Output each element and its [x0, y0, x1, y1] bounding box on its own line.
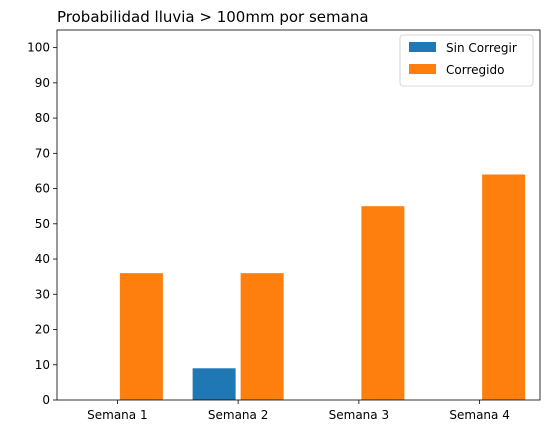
bars — [119, 174, 526, 400]
y-tick-label: 0 — [42, 393, 50, 407]
chart-title: Probabilidad lluvia > 100mm por semana — [57, 8, 369, 26]
x-tick-label: Semana 3 — [329, 408, 389, 422]
legend-label-sin-corregir: Sin Corregir — [446, 41, 517, 55]
x-tick-label: Semana 4 — [449, 408, 509, 422]
y-tick-label: 90 — [35, 76, 50, 90]
y-tick-label: 10 — [35, 358, 50, 372]
y-tick-label: 70 — [35, 146, 50, 160]
y-axis: 0 10 20 30 40 50 60 70 80 90 100 — [27, 41, 57, 407]
legend-label-corregido: Corregido — [446, 63, 504, 77]
y-tick-label: 40 — [35, 252, 50, 266]
legend-swatch-corregido — [409, 64, 436, 74]
bar-corregido-4 — [482, 174, 526, 400]
plot-frame — [56, 29, 541, 401]
y-tick-label: 100 — [27, 41, 50, 55]
bar-corregido-1 — [119, 273, 163, 400]
bar-corregido-3 — [361, 206, 405, 400]
legend: Sin Corregir Corregido — [399, 34, 534, 87]
bar-sin-corregir-2 — [192, 368, 236, 400]
y-tick-label: 80 — [35, 111, 50, 125]
y-tick-label: 60 — [35, 182, 50, 196]
x-tick-label: Semana 2 — [208, 408, 268, 422]
x-axis: Semana 1 Semana 2 Semana 3 Semana 4 — [87, 400, 510, 422]
x-tick-label: Semana 1 — [87, 408, 147, 422]
bar-corregido-2 — [240, 273, 284, 400]
y-tick-label: 20 — [35, 323, 50, 337]
legend-swatch-sin-corregir — [409, 42, 436, 52]
y-tick-label: 50 — [35, 217, 50, 231]
y-tick-label: 30 — [35, 287, 50, 301]
